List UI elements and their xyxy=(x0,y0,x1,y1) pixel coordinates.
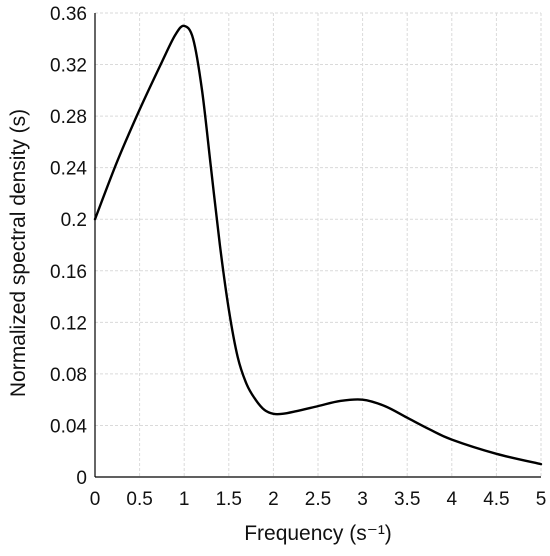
y-tick-label: 0.28 xyxy=(50,107,87,128)
axes xyxy=(94,13,541,478)
x-tick-label: 5 xyxy=(536,489,547,510)
x-tick-label: 0.5 xyxy=(126,489,152,510)
y-axis-title: Normalized spectral density (s) xyxy=(7,109,30,397)
y-tick-label: 0.08 xyxy=(50,365,87,386)
x-tick-label: 2.5 xyxy=(305,489,331,510)
y-tick-label: 0.24 xyxy=(50,159,87,180)
x-tick-label: 4 xyxy=(447,489,458,510)
y-tick-label: 0.32 xyxy=(50,56,87,77)
y-tick-label: 0.36 xyxy=(50,4,87,25)
y-tick-label: 0 xyxy=(76,468,87,489)
x-tick-label: 1.5 xyxy=(216,489,242,510)
y-tick-label: 0.2 xyxy=(61,210,87,231)
x-tick-label: 1 xyxy=(179,489,190,510)
y-tick-labels: 0 0.04 0.08 0.12 0.16 0.2 0.24 0.28 0.32 0.36 xyxy=(50,4,87,489)
x-tick-label: 3.5 xyxy=(394,489,420,510)
y-tick-label: 0.16 xyxy=(50,262,87,283)
x-tick-labels: 0 0.5 1 1.5 2 2.5 3 3.5 4 4.5 5 xyxy=(90,489,547,510)
x-tick-label: 3 xyxy=(357,489,368,510)
x-tick-label: 4.5 xyxy=(483,489,509,510)
y-tick-label: 0.12 xyxy=(50,313,87,334)
x-tick-label: 0 xyxy=(90,489,101,510)
y-tick-label: 0.04 xyxy=(50,416,87,437)
series-line xyxy=(93,24,543,466)
x-axis-title: Frequency (s⁻¹) xyxy=(244,522,392,545)
gridlines xyxy=(95,12,542,477)
x-tick-label: 2 xyxy=(268,489,279,510)
